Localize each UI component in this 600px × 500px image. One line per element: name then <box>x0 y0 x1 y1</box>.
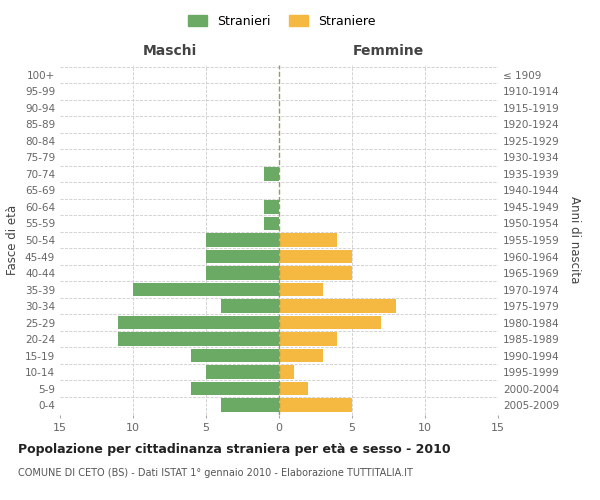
Text: COMUNE DI CETO (BS) - Dati ISTAT 1° gennaio 2010 - Elaborazione TUTTITALIA.IT: COMUNE DI CETO (BS) - Dati ISTAT 1° genn… <box>18 468 413 477</box>
Bar <box>206 366 279 379</box>
Bar <box>279 283 323 296</box>
Bar <box>206 266 279 280</box>
Bar <box>279 316 381 330</box>
Bar <box>265 200 279 214</box>
Bar <box>279 398 352 412</box>
Bar <box>191 382 279 396</box>
Bar <box>206 250 279 264</box>
Y-axis label: Fasce di età: Fasce di età <box>7 205 19 275</box>
Legend: Stranieri, Straniere: Stranieri, Straniere <box>185 11 379 32</box>
Bar <box>279 233 337 247</box>
Bar <box>206 233 279 247</box>
Bar <box>279 300 396 313</box>
Bar <box>279 332 337 346</box>
Bar <box>279 382 308 396</box>
Bar <box>279 366 293 379</box>
Bar <box>191 349 279 362</box>
Text: Femmine: Femmine <box>353 44 424 59</box>
Bar <box>221 398 279 412</box>
Bar <box>279 250 352 264</box>
Bar <box>133 283 279 296</box>
Bar <box>279 349 323 362</box>
Bar <box>265 167 279 180</box>
Bar <box>279 266 352 280</box>
Bar <box>118 332 279 346</box>
Bar <box>221 300 279 313</box>
Bar <box>265 216 279 230</box>
Bar <box>118 316 279 330</box>
Y-axis label: Anni di nascita: Anni di nascita <box>568 196 581 284</box>
Text: Maschi: Maschi <box>142 44 197 59</box>
Text: Popolazione per cittadinanza straniera per età e sesso - 2010: Popolazione per cittadinanza straniera p… <box>18 442 451 456</box>
